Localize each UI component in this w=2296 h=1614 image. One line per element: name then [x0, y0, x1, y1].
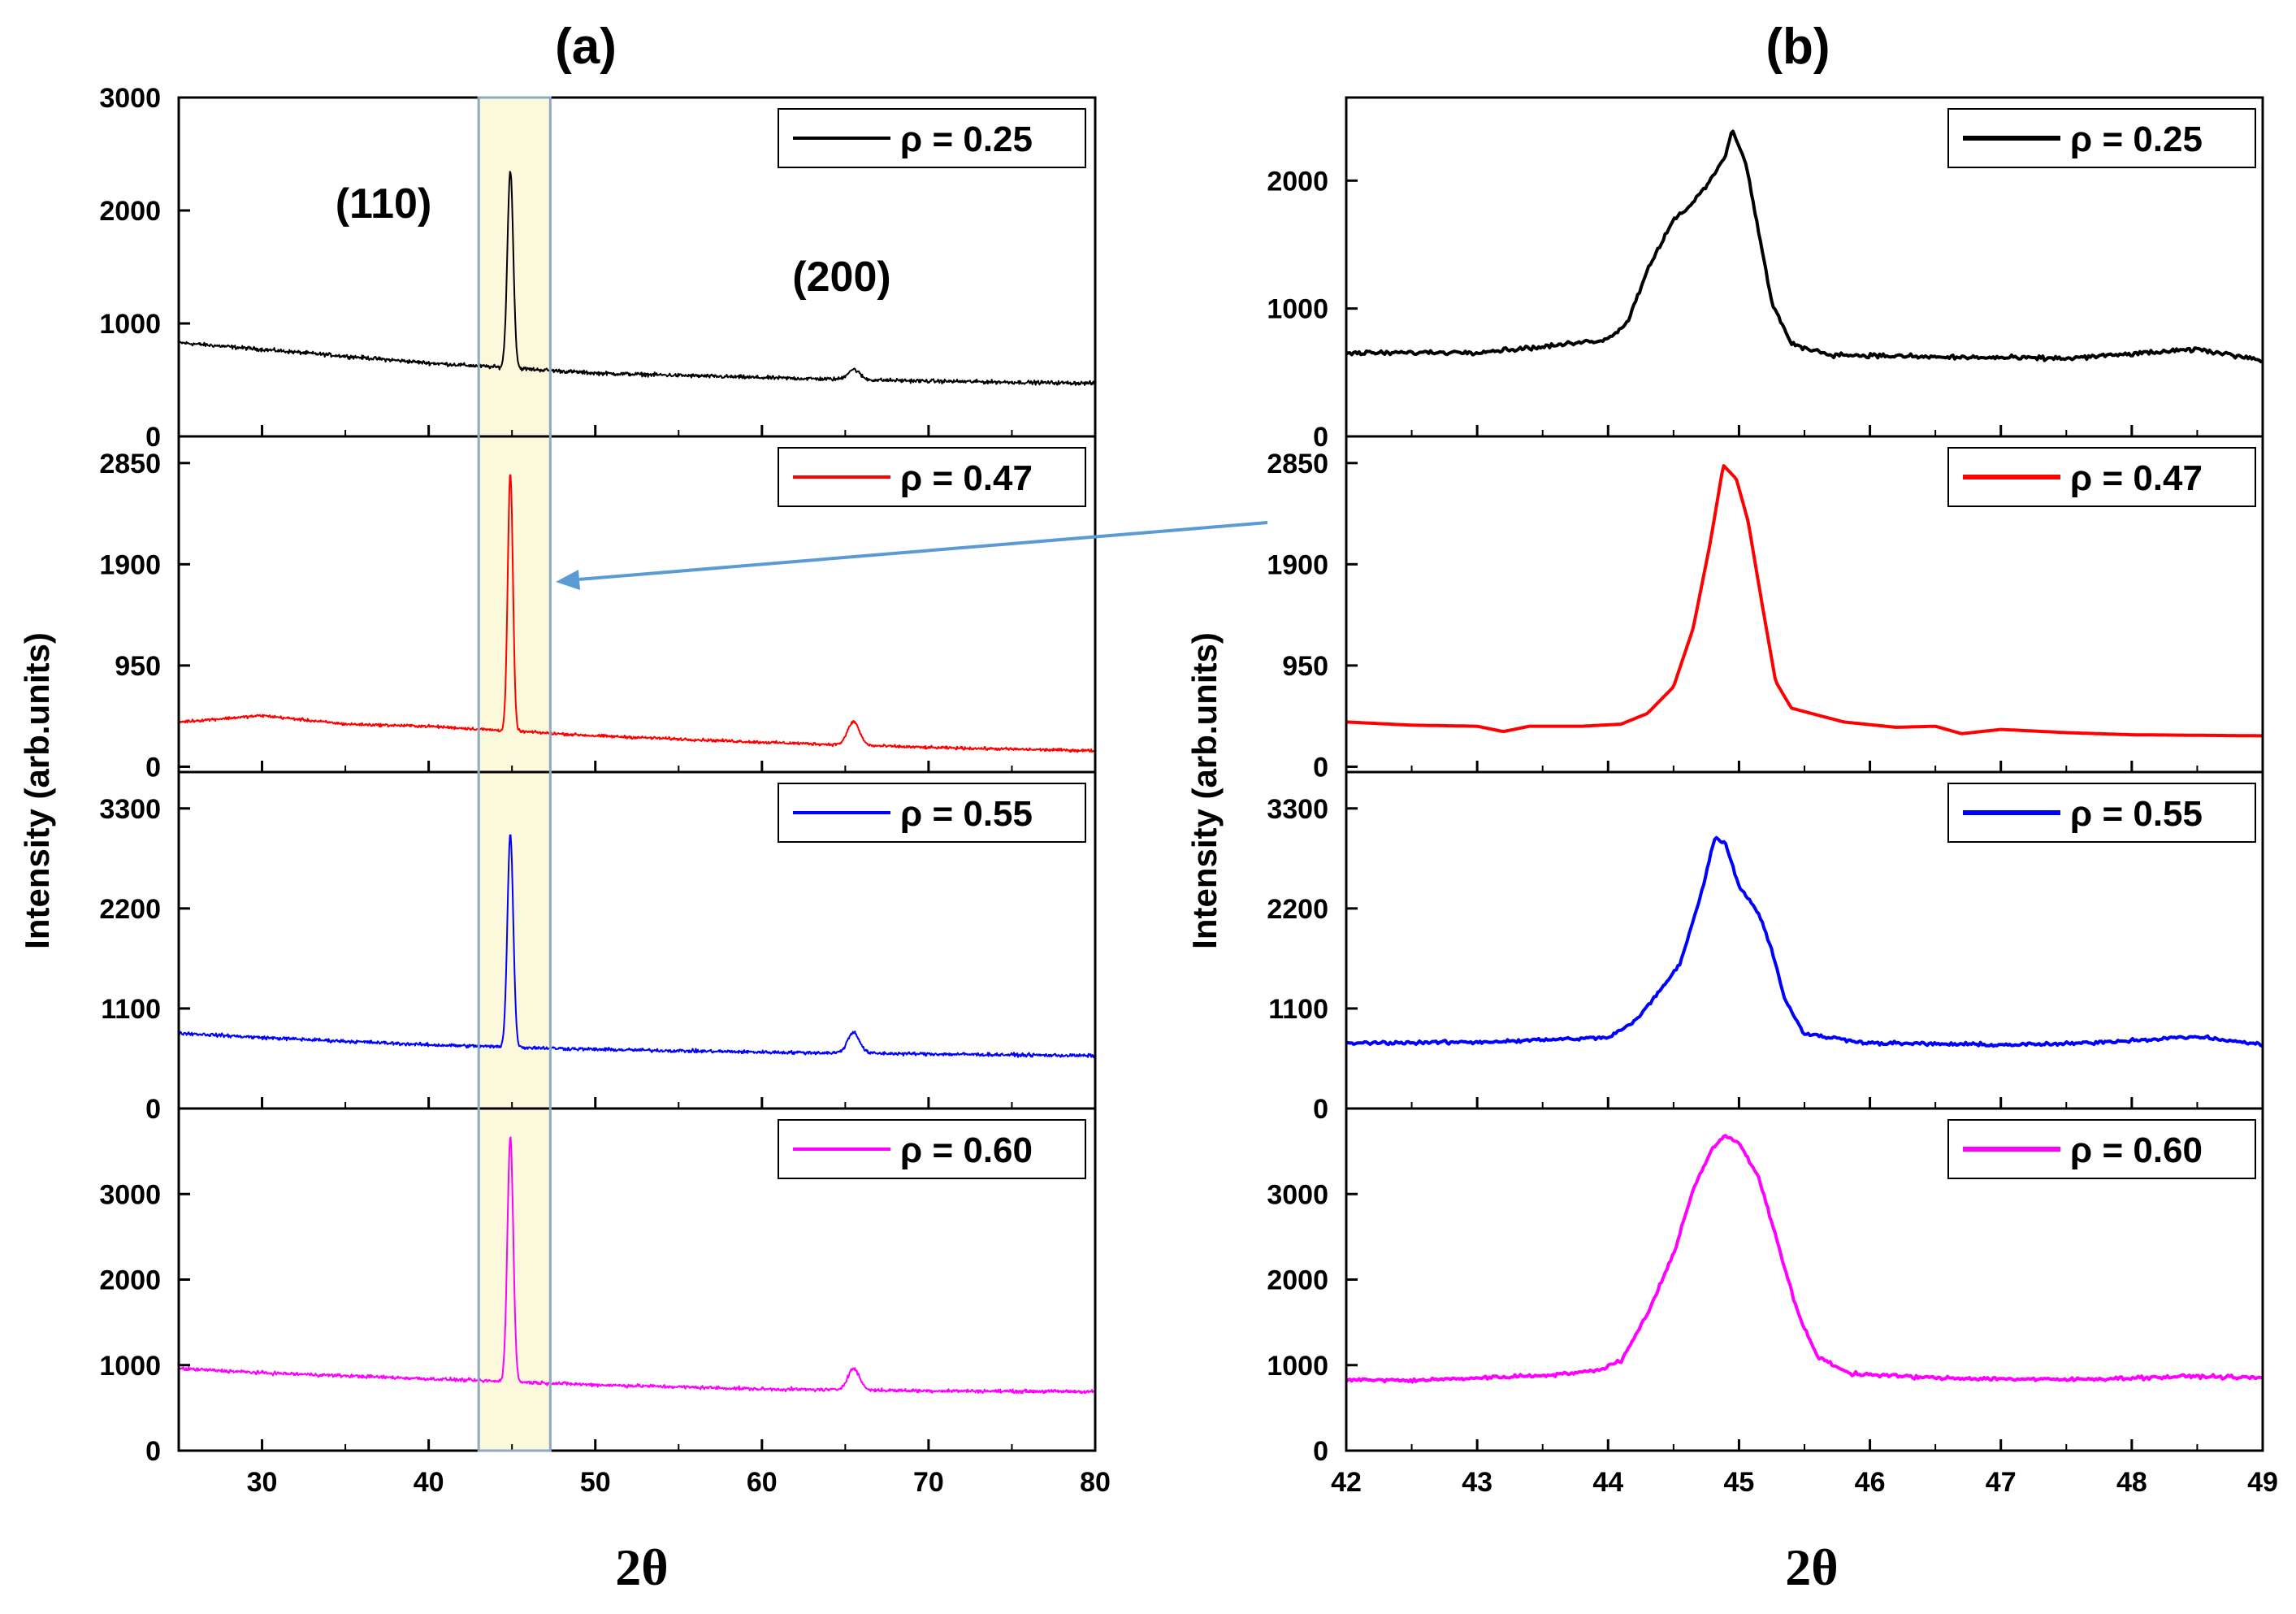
legend-label: ρ = 0.60 — [900, 1130, 1033, 1170]
legend-label: ρ = 0.55 — [2070, 794, 2203, 834]
y-tick-label: 3300 — [99, 794, 161, 825]
x-tick-label: 48 — [2116, 1467, 2147, 1498]
zoom-arrow-line — [568, 521, 1268, 582]
annotation-200: (200) — [792, 254, 890, 301]
legend-label: ρ = 0.25 — [2070, 119, 2203, 159]
y-tick-label: 2850 — [99, 449, 161, 479]
y-tick-label: 0 — [1313, 1094, 1328, 1125]
panel-a-subplot-1: 0 1000 2000 3000 ρ = 0.25 — [99, 83, 1097, 453]
y-tick-label: 1900 — [99, 549, 161, 580]
x-tick-label: 49 — [2247, 1467, 2278, 1498]
series-line-b-3 — [1345, 835, 2264, 1048]
legend-a-3: ρ = 0.55 — [778, 783, 1086, 843]
y-tick-label: 1000 — [99, 1351, 161, 1382]
series-line-a-3 — [178, 834, 1096, 1059]
annotation-110: (110) — [336, 180, 432, 228]
highlight-band-segment — [479, 436, 551, 772]
y-tick-label: 2000 — [1267, 166, 1328, 197]
series-line-a-1 — [178, 171, 1096, 386]
x-tick-label: 50 — [580, 1467, 611, 1498]
y-tick-label: 3000 — [1267, 1179, 1328, 1210]
series-line-b-2 — [1345, 464, 2263, 738]
y-tick-label: 1100 — [101, 994, 161, 1025]
panel-a-subplot-4: 0 1000 2000 3000 30 40 50 60 70 80 ρ = 0.60 — [99, 1107, 1111, 1498]
panel-a-xlabel: 2θ — [615, 1538, 668, 1596]
y-tick-label: 1100 — [1268, 994, 1328, 1025]
panel-a-title: (a) — [555, 19, 617, 75]
y-tick-label: 1000 — [99, 309, 161, 340]
y-tick-label: 1000 — [1267, 294, 1328, 325]
y-tick-label: 0 — [145, 752, 161, 783]
y-tick-label: 1900 — [1267, 549, 1328, 580]
legend-b-4: ρ = 0.60 — [1947, 1119, 2256, 1179]
panel-b-subplot-1: 0 1000 2000 ρ = 0.25 — [1267, 96, 2264, 453]
legend-b-3: ρ = 0.55 — [1947, 783, 2256, 843]
y-tick-label: 0 — [145, 1094, 161, 1125]
panel-b-xlabel: 2θ — [1785, 1538, 1838, 1596]
y-tick-label: 950 — [1282, 651, 1328, 682]
y-tick-label: 2850 — [1267, 449, 1328, 479]
zoom-arrow-head — [556, 570, 580, 590]
legend-label: ρ = 0.47 — [2070, 458, 2203, 498]
legend-label: ρ = 0.60 — [2070, 1130, 2203, 1170]
panel-b-ylabel: Intensity (arb.units) — [1185, 632, 1224, 949]
panel-a-subplot-3: 0 1100 2200 3300 ρ = 0.55 — [99, 770, 1097, 1125]
x-tick-label: 46 — [1855, 1467, 1886, 1498]
y-tick-label: 2000 — [99, 196, 161, 227]
zoom-arrow — [556, 521, 1268, 590]
y-tick-label: 3300 — [1267, 794, 1328, 825]
x-tick-label: 30 — [247, 1467, 278, 1498]
x-tick-label: 45 — [1724, 1467, 1755, 1498]
series-line-a-4 — [178, 1136, 1096, 1395]
x-tick-label: 70 — [913, 1467, 944, 1498]
panel-b-subplot-2: 0 950 1900 2850 ρ = 0.47 — [1267, 435, 2264, 783]
x-tick-label: 43 — [1462, 1467, 1492, 1498]
x-tick-label: 60 — [747, 1467, 778, 1498]
y-tick-label: 3000 — [99, 83, 161, 114]
x-tick-label: 40 — [414, 1467, 444, 1498]
legend-b-1: ρ = 0.25 — [1947, 108, 2256, 168]
y-tick-label: 2000 — [99, 1265, 161, 1296]
legend-label: ρ = 0.25 — [900, 119, 1033, 159]
panel-b-title: (b) — [1765, 19, 1830, 75]
y-tick-label: 0 — [145, 422, 161, 453]
series-line-b-4 — [1345, 1134, 2264, 1384]
y-tick-label: 1000 — [1267, 1351, 1328, 1382]
x-tick-label: 47 — [1986, 1467, 2017, 1498]
panel-b-subplot-3: 0 1100 2200 3300 ρ = 0.55 — [1267, 770, 2264, 1125]
legend-b-2: ρ = 0.47 — [1947, 447, 2256, 507]
panel-a-subplot-2: 0 950 1900 2850 ρ = 0.47 — [99, 435, 1097, 783]
x-tick-label: 42 — [1331, 1467, 1362, 1498]
legend-label: ρ = 0.47 — [900, 458, 1033, 498]
y-tick-label: 0 — [1313, 1436, 1328, 1467]
y-tick-label: 0 — [145, 1436, 161, 1467]
legend-a-1: ρ = 0.25 — [778, 108, 1086, 168]
y-tick-label: 2200 — [99, 894, 161, 925]
y-tick-label: 2200 — [1267, 894, 1328, 925]
panel-a-ylabel: Intensity (arb.units) — [18, 632, 56, 949]
x-tick-label: 44 — [1592, 1467, 1623, 1498]
y-tick-label: 2000 — [1267, 1265, 1328, 1296]
series-line-b-1 — [1345, 129, 2264, 364]
y-tick-label: 0 — [1313, 422, 1328, 453]
legend-a-4: ρ = 0.60 — [778, 1119, 1086, 1179]
y-tick-label: 0 — [1313, 752, 1328, 783]
x-tick-label: 80 — [1080, 1467, 1111, 1498]
highlight-band-outline — [477, 96, 552, 1452]
y-tick-label: 950 — [115, 651, 161, 682]
legend-a-2: ρ = 0.47 — [778, 447, 1086, 507]
panel-b-subplot-4: 0 1000 2000 3000 42 43 44 45 46 47 48 49 ρ = 0.60 — [1267, 1107, 2278, 1498]
legend-label: ρ = 0.55 — [900, 794, 1033, 834]
y-tick-label: 3000 — [99, 1179, 161, 1210]
series-line-a-2 — [178, 474, 1096, 753]
panel-b-plots: 0 1000 2000 ρ = 0.25 0 950 1900 2850 ρ = 0.47 0 11… — [1267, 96, 2278, 1498]
